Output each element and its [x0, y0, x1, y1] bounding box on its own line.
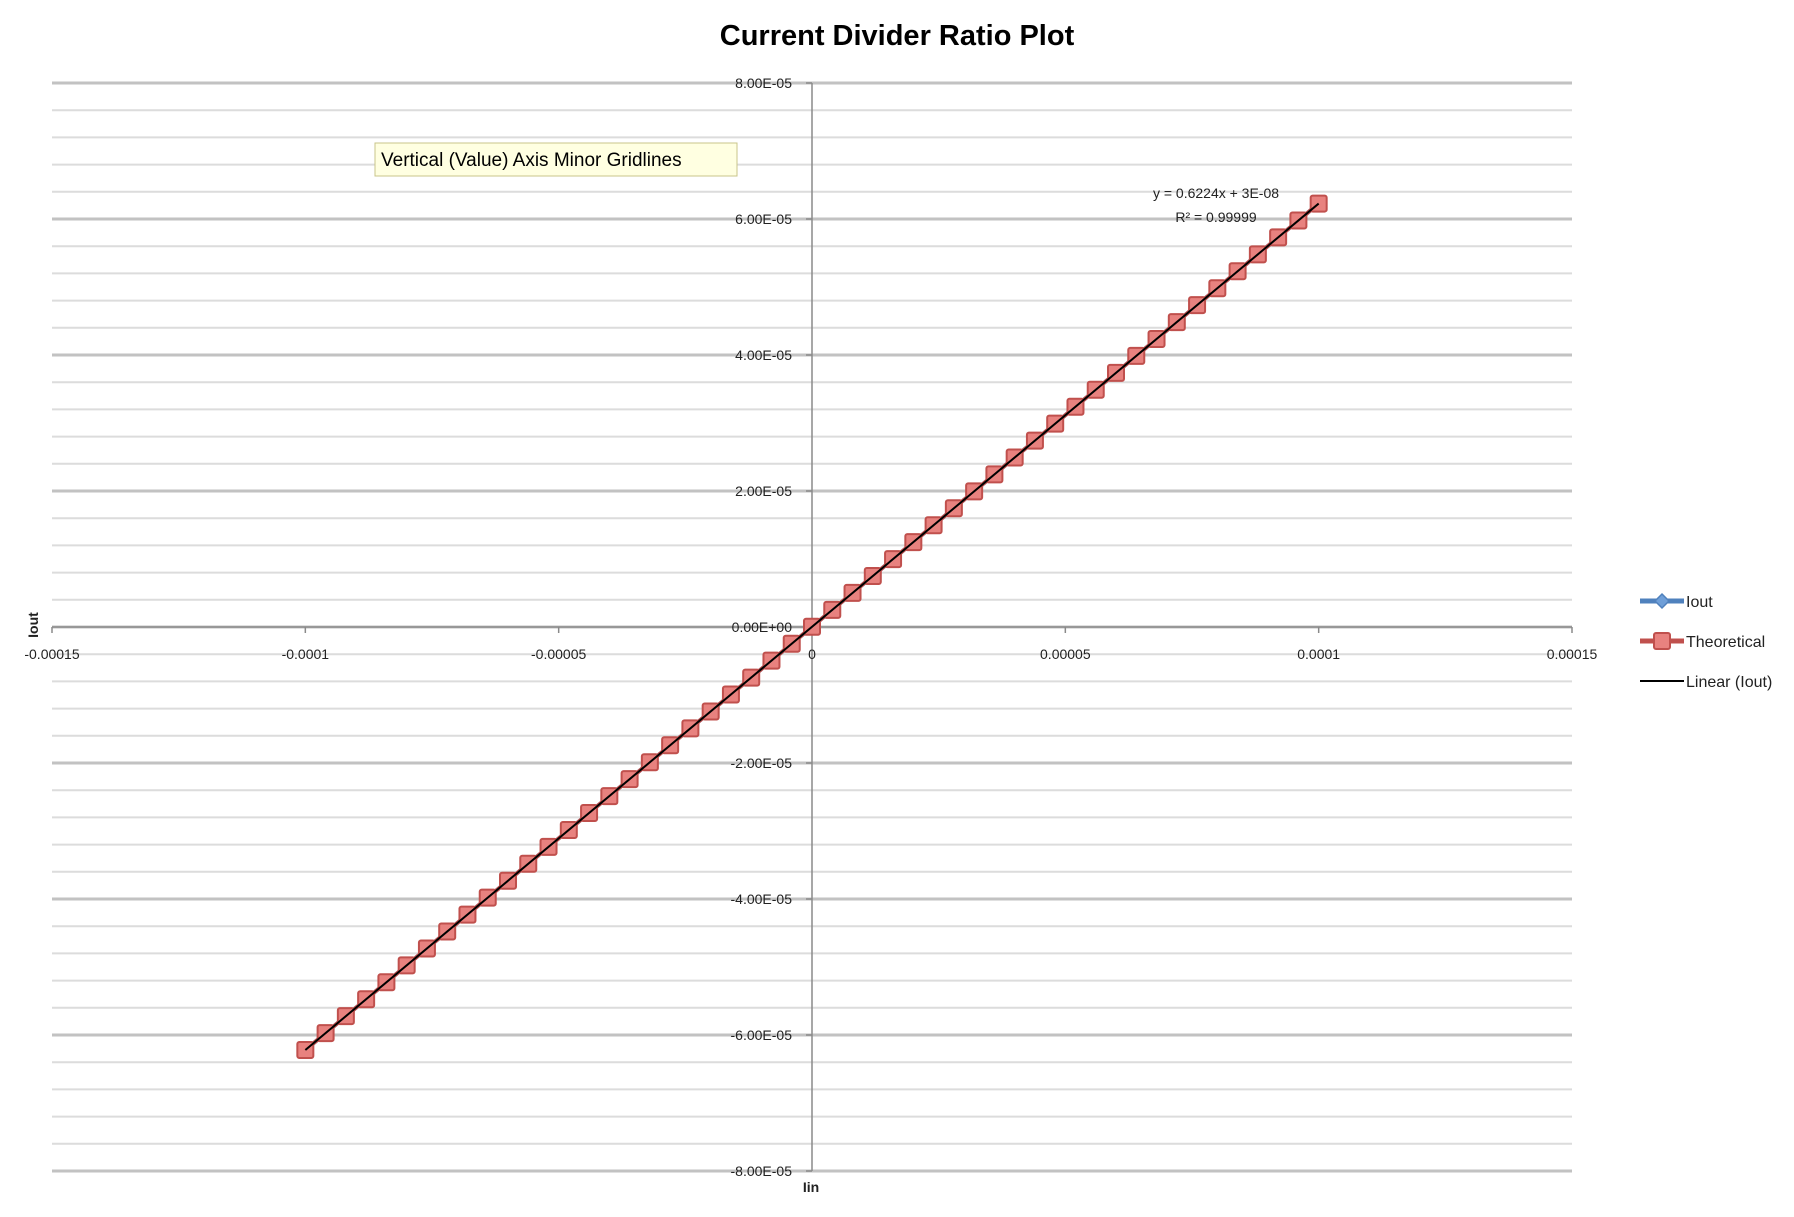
y-tick-label: -6.00E-05	[731, 1027, 793, 1043]
x-tick-label: -0.00005	[531, 646, 586, 662]
y-tick-label: 2.00E-05	[735, 483, 792, 499]
x-axis-title: Iin	[803, 1179, 819, 1195]
legend[interactable]: Iout Theoretical Linear (Iout)	[1640, 592, 1772, 691]
y-tick-label: 0.00E+00	[732, 619, 793, 635]
x-tick-label: 0	[808, 646, 816, 662]
y-tick-label: -8.00E-05	[731, 1163, 793, 1179]
legend-item[interactable]: Iout	[1640, 592, 1713, 611]
trendline-equation-label[interactable]: y = 0.6224x + 3E-08 R² = 0.99999	[1153, 185, 1279, 225]
x-tick-label: 0.00015	[1547, 646, 1598, 662]
trendline-linear-iout	[304, 202, 1320, 1051]
x-tick-label: 0.00005	[1040, 646, 1091, 662]
trendline-r-squared: R² = 0.99999	[1175, 209, 1257, 225]
y-tick-label: 8.00E-05	[735, 75, 792, 91]
tooltip-text: Vertical (Value) Axis Minor Gridlines	[381, 150, 682, 171]
y-tick-label: 4.00E-05	[735, 347, 792, 363]
tooltip-box	[374, 142, 738, 177]
x-tick-label: -0.00015	[24, 646, 79, 662]
y-tick-label: 6.00E-05	[735, 211, 792, 227]
tooltip: Vertical (Value) Axis Minor Gridlines	[374, 142, 738, 177]
trendline-layer[interactable]	[304, 202, 1320, 1051]
chart-title: Current Divider Ratio Plot	[720, 20, 1075, 52]
trendline-equation: y = 0.6224x + 3E-08	[1153, 185, 1279, 201]
legend-marker-square	[1653, 632, 1671, 650]
y-axis-title: Iout	[25, 612, 41, 638]
x-tick-label: -0.0001	[282, 646, 330, 662]
legend-marker-diamond	[1653, 592, 1671, 610]
legend-label: Linear (Iout)	[1686, 674, 1772, 691]
legend-item[interactable]: Theoretical	[1640, 632, 1765, 651]
y-tick-label: -4.00E-05	[731, 891, 793, 907]
legend-item[interactable]: Linear (Iout)	[1640, 674, 1772, 691]
y-tick-label: -2.00E-05	[731, 755, 793, 771]
legend-label: Theoretical	[1686, 634, 1765, 651]
x-tick-label: 0.0001	[1297, 646, 1340, 662]
legend-label: Iout	[1686, 594, 1713, 611]
tick-labels: -0.00015 -0.0001 -0.00005 0 0.00005 0.0001 0.0…	[24, 75, 1597, 1179]
